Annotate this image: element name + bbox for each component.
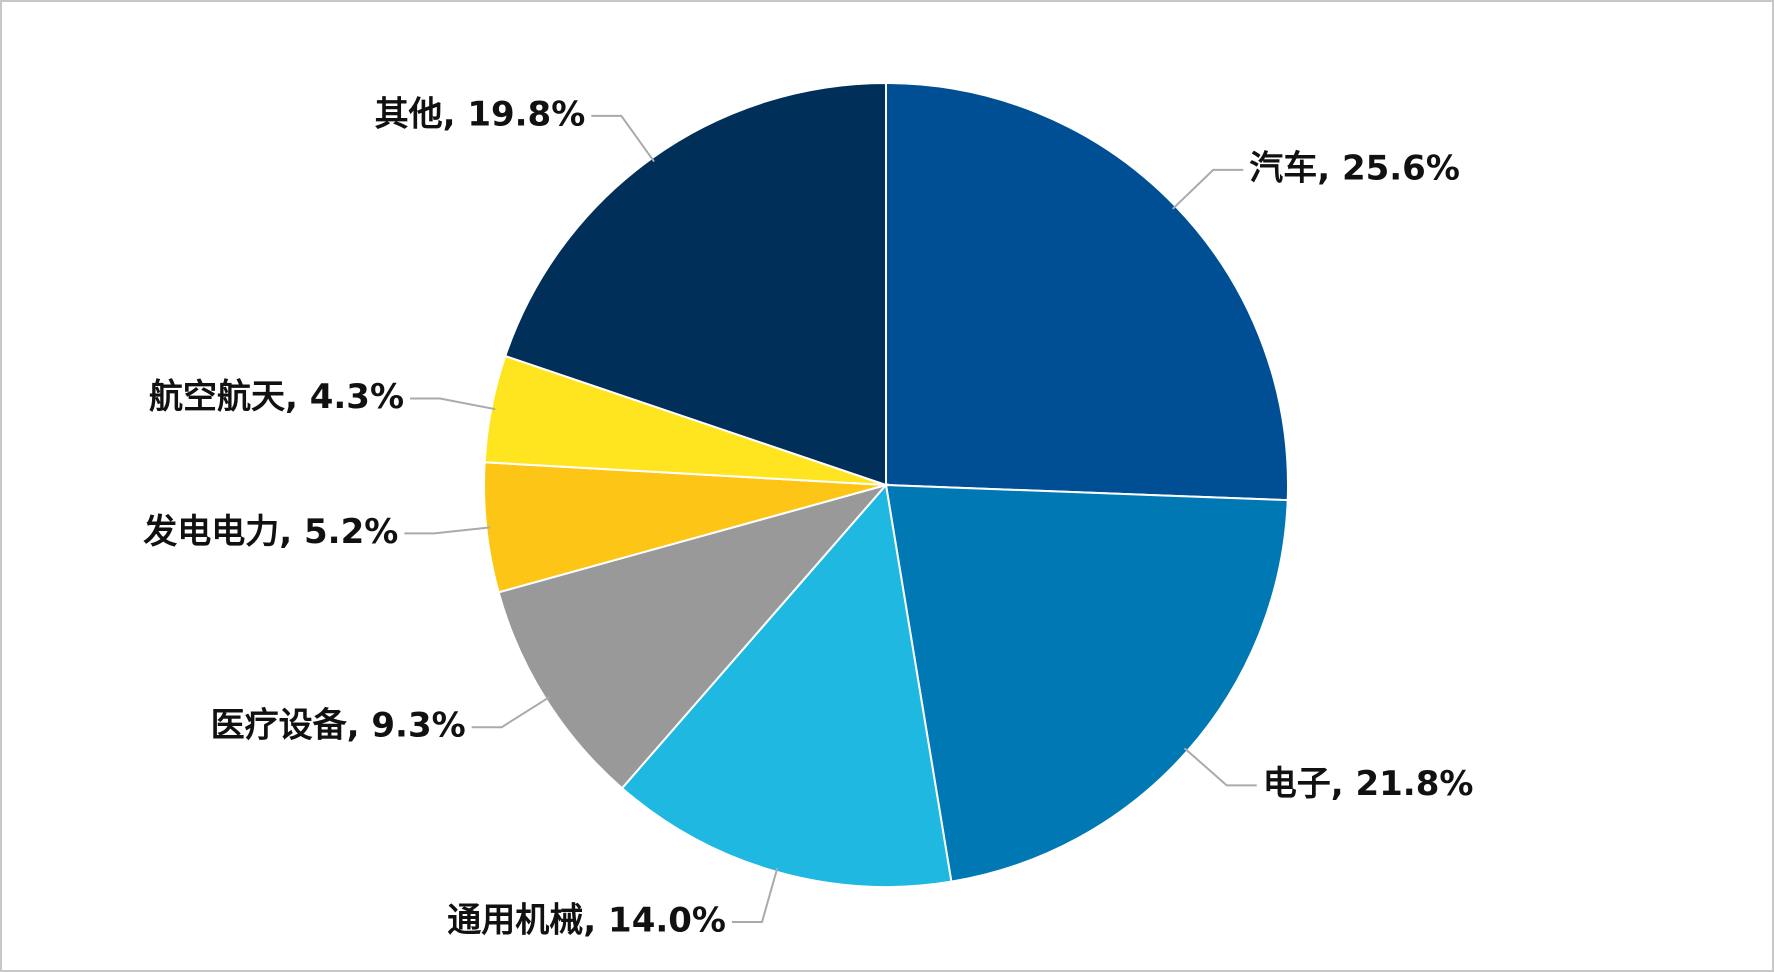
leader-line bbox=[1183, 747, 1257, 787]
leader-line bbox=[410, 397, 496, 411]
leader-line bbox=[732, 867, 779, 924]
data-label: 汽车, 25.6% bbox=[1249, 148, 1460, 188]
data-label: 航空航天, 4.3% bbox=[149, 377, 404, 417]
leader-line bbox=[591, 114, 655, 163]
data-label: 其他, 19.8% bbox=[375, 94, 586, 134]
leader-line bbox=[1171, 168, 1244, 210]
data-label: 发电电力, 5.2% bbox=[143, 512, 398, 552]
data-label: 通用机械, 14.0% bbox=[447, 901, 726, 941]
leader-line bbox=[404, 526, 491, 535]
data-label: 医疗设备, 9.3% bbox=[211, 706, 466, 746]
data-label: 电子, 21.8% bbox=[1263, 764, 1474, 804]
leader-line bbox=[471, 696, 550, 729]
